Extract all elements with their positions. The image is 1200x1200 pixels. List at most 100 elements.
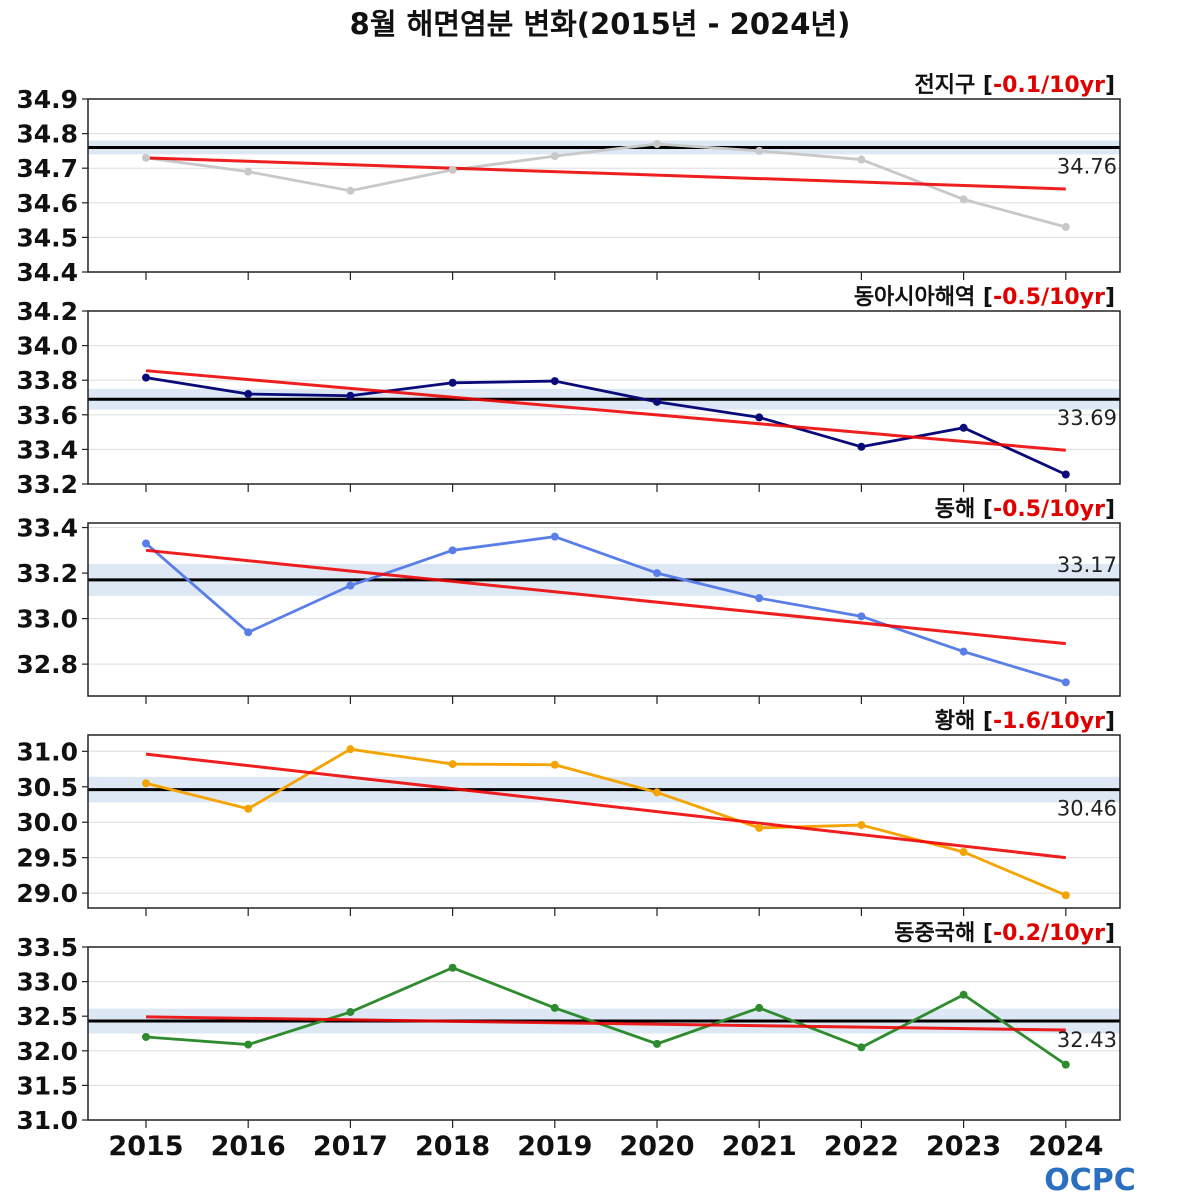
data-point xyxy=(448,546,457,555)
y-tick-label: 33.8 xyxy=(16,366,78,395)
data-point xyxy=(346,581,355,590)
x-tick-label: 2018 xyxy=(415,1131,490,1162)
y-tick-label: 33.4 xyxy=(16,435,78,464)
data-point xyxy=(550,532,559,541)
trend-line xyxy=(145,156,1066,191)
plot-frame xyxy=(87,734,1121,909)
trend-line xyxy=(145,752,1066,860)
data-point xyxy=(550,760,559,769)
y-tick-label: 31.0 xyxy=(16,737,78,766)
bracket-open: [ xyxy=(975,73,993,98)
series-line xyxy=(145,142,1067,229)
trend-label: -1.6/10yr xyxy=(993,709,1105,734)
panel-4: 31.0 30.5 30.0 29.5 29.0 황해 [-1.6/10yr] 30.46 xyxy=(16,709,1121,916)
y-tick-label: 34.6 xyxy=(16,189,78,218)
data-point xyxy=(448,165,457,174)
y-tick-label: 33.0 xyxy=(16,605,78,634)
y-tick-label: 34.4 xyxy=(16,258,78,287)
panel-5: 33.5 33.0 32.5 32.0 31.5 31.0 동중국해 [-0.2/10yr]… xyxy=(16,921,1121,1135)
data-point xyxy=(142,779,150,788)
data-point xyxy=(346,1008,355,1017)
ocpc-logo: OCPC xyxy=(1044,1163,1136,1198)
data-point xyxy=(346,745,355,754)
panel-1: 34.9 34.8 34.7 34.6 34.5 34.4 전지구 [-0.1/10yr] 3… xyxy=(16,73,1121,287)
bracket-open: [ xyxy=(975,497,993,522)
x-tick-label: 2022 xyxy=(824,1131,899,1162)
data-point xyxy=(448,963,457,972)
data-point xyxy=(857,155,866,164)
y-tick-label: 33.2 xyxy=(16,470,78,499)
trend-label: -0.2/10yr xyxy=(993,921,1105,946)
panel-title: 동중국해 [-0.2/10yr] xyxy=(894,921,1115,946)
panel-name: 동아시아해역 xyxy=(854,285,975,310)
data-point xyxy=(550,152,559,161)
x-tick-label: 2015 xyxy=(108,1131,183,1162)
data-point xyxy=(346,186,355,195)
data-point xyxy=(448,760,457,769)
data-point xyxy=(346,391,355,400)
data-point xyxy=(1061,891,1070,900)
data-point xyxy=(142,1032,150,1041)
bracket-close: ] xyxy=(1105,497,1115,522)
climatology-value-label: 33.69 xyxy=(1057,406,1117,430)
y-tick-label: 34.2 xyxy=(16,297,78,326)
data-point xyxy=(857,1043,866,1052)
y-tick-label: 33.4 xyxy=(16,514,78,543)
climatology-value-label: 34.76 xyxy=(1057,154,1117,178)
climatology-value-label: 30.46 xyxy=(1057,797,1117,821)
data-point xyxy=(755,413,764,422)
y-tick-label: 30.5 xyxy=(16,773,78,802)
y-tick-label: 30.0 xyxy=(16,808,78,837)
data-point xyxy=(1061,223,1070,232)
y-tick-label: 32.5 xyxy=(16,1002,78,1031)
plot-frame xyxy=(87,946,1121,1121)
trend-line xyxy=(145,548,1066,646)
data-point xyxy=(755,823,764,832)
trend-line xyxy=(145,369,1066,452)
panel-title: 황해 [-1.6/10yr] xyxy=(935,709,1115,734)
y-tick-label: 29.0 xyxy=(16,879,78,908)
data-point xyxy=(653,788,661,797)
climatology-value-label: 33.17 xyxy=(1057,553,1117,577)
panel-title: 동해 [-0.5/10yr] xyxy=(935,497,1115,522)
bracket-open: [ xyxy=(975,709,993,734)
y-tick-label: 33.0 xyxy=(16,968,78,997)
x-axis: 2015 2016 2017 2018 2019 2020 2021 2022 2023 2024 xyxy=(108,1131,1103,1162)
data-point xyxy=(448,378,457,387)
data-point xyxy=(653,1039,661,1048)
x-tick-label: 2023 xyxy=(926,1131,1001,1162)
y-tick-label: 33.5 xyxy=(16,933,78,962)
data-point xyxy=(1061,1060,1070,1069)
data-point xyxy=(142,373,150,382)
x-tick-label: 2019 xyxy=(517,1131,592,1162)
data-point xyxy=(959,195,968,204)
x-tick-label: 2024 xyxy=(1028,1131,1103,1162)
panel-title: 동아시아해역 [-0.5/10yr] xyxy=(854,285,1115,310)
data-point xyxy=(857,442,866,451)
series-line xyxy=(145,966,1067,1066)
data-point xyxy=(959,990,968,999)
data-point xyxy=(1061,678,1070,687)
data-point xyxy=(959,423,968,432)
data-point xyxy=(244,804,253,813)
data-point xyxy=(755,1003,764,1012)
bracket-close: ] xyxy=(1105,73,1115,98)
data-point xyxy=(653,139,661,148)
series-line xyxy=(145,535,1067,684)
data-point xyxy=(142,539,150,548)
climatology-value-label: 32.43 xyxy=(1057,1028,1117,1052)
data-point xyxy=(959,647,968,656)
data-point xyxy=(244,628,253,637)
panel-name: 황해 xyxy=(935,709,975,734)
y-tick-label: 31.0 xyxy=(16,1106,78,1135)
y-tick-label: 34.7 xyxy=(16,154,78,183)
y-tick-label: 29.5 xyxy=(16,844,78,873)
bracket-close: ] xyxy=(1105,709,1115,734)
data-point xyxy=(244,390,253,399)
y-tick-label: 33.6 xyxy=(16,401,78,430)
plot-frame xyxy=(87,98,1121,273)
y-tick-label: 33.2 xyxy=(16,559,78,588)
x-tick-label: 2016 xyxy=(211,1131,286,1162)
chart-title: 8월 해면염분 변화(2015년 - 2024년) xyxy=(350,7,851,41)
